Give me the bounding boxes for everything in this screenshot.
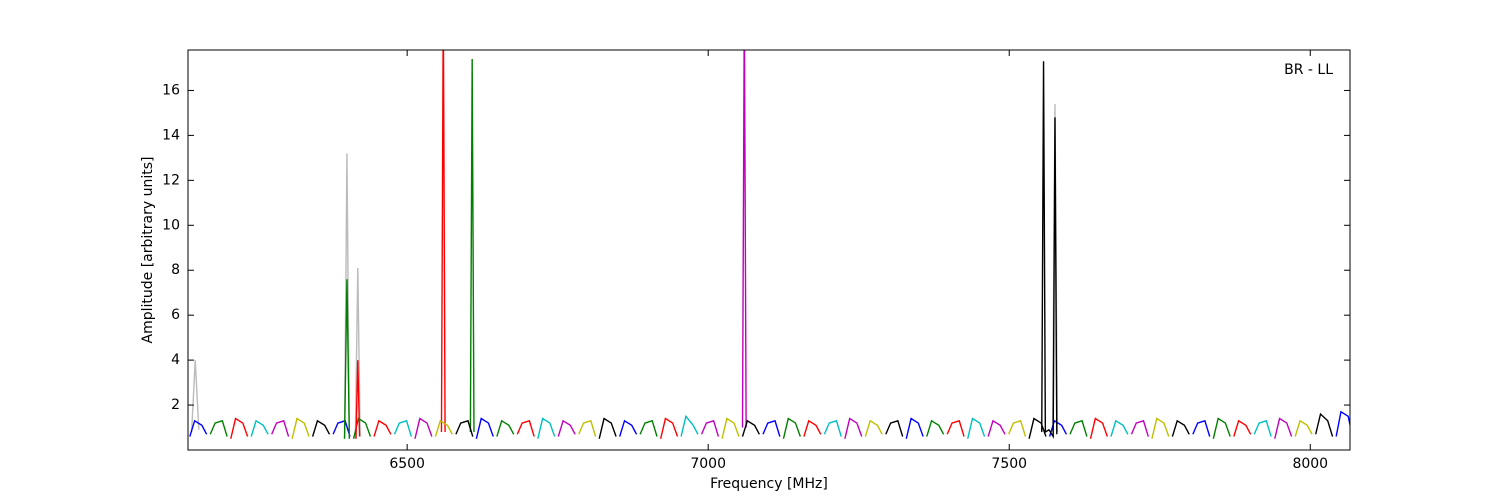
spectrum-line — [190, 103, 1059, 439]
y-axis-label: Amplitude [arbitrary units] — [140, 157, 156, 344]
x-tick-label: 6500 — [389, 456, 425, 472]
y-tick-label: 4 — [171, 352, 180, 368]
x-tick-label: 8000 — [1292, 456, 1328, 472]
plot-area — [188, 50, 1350, 450]
y-tick-label: 2 — [171, 397, 180, 413]
spectrum-line — [209, 58, 1231, 439]
y-tick-label: 10 — [162, 217, 180, 233]
y-tick-label: 6 — [171, 307, 180, 323]
x-axis-label: Frequency [MHz] — [710, 476, 828, 492]
spectrum-line — [271, 50, 1293, 439]
y-tick-label: 12 — [162, 172, 180, 188]
x-tick-label: 7000 — [690, 456, 726, 472]
y-tick-label: 16 — [162, 82, 180, 98]
spectrum-line — [230, 50, 1252, 439]
spectrum-line — [189, 410, 1350, 439]
x-tick-label: 7500 — [991, 456, 1027, 472]
plot-frame — [187, 49, 1351, 451]
spectrum-line — [311, 61, 1334, 439]
y-tick-label: 14 — [162, 127, 180, 143]
spectrum-line — [250, 414, 1272, 439]
y-tick-label: 8 — [171, 262, 180, 278]
spectrum-line — [291, 417, 1313, 439]
annotation: BR - LL — [1284, 62, 1333, 78]
series-group — [189, 50, 1350, 439]
